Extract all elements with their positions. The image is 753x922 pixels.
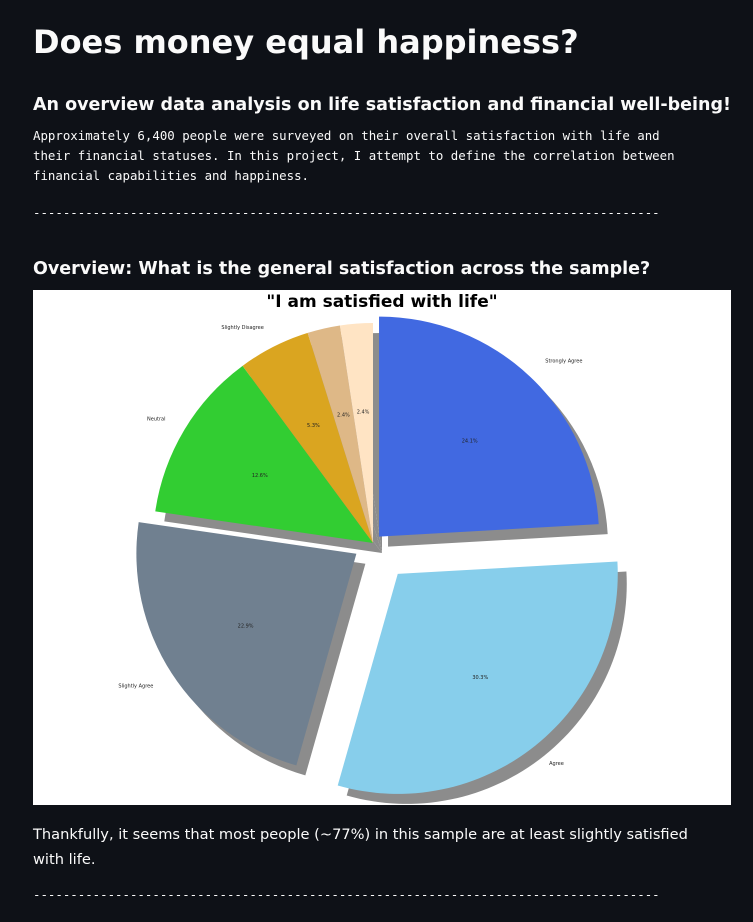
pie-slice-layer: [136, 316, 618, 794]
pie-chart: "I am satisfied with life" 24.1% Strongly…: [118, 292, 627, 804]
pie-slice-neutral: [155, 365, 373, 543]
pie-slice-slightly-disagree: [242, 332, 373, 543]
pie-label-layer: 24.1% Strongly Agree 30.3% Agree 22.9% Slight…: [118, 325, 582, 767]
pie-slice-agree: [337, 561, 618, 794]
pie-slice-unlabeled-6: [339, 323, 373, 543]
pie-slice-slightly-agree: [136, 522, 357, 766]
slice-label-neutral: Neutral: [147, 417, 165, 423]
slice-label-slightly-disagree: Slightly Disagree: [221, 325, 263, 331]
pct-label-neutral: 12.6%: [252, 473, 268, 479]
pct-label-agree: 30.3%: [472, 675, 488, 681]
page-subtitle: An overview data analysis on life satisf…: [33, 95, 731, 115]
section-heading: Overview: What is the general satisfacti…: [33, 259, 651, 279]
chart-title: "I am satisfied with life": [266, 292, 497, 312]
pct-label-unlabeled-5: 2.4%: [337, 412, 350, 418]
pct-label-strongly-agree: 24.1%: [462, 439, 478, 445]
slice-label-strongly-agree: Strongly Agree: [545, 359, 582, 365]
pct-label-slightly-agree: 22.9%: [238, 624, 254, 630]
pct-label-unlabeled-6: 2.4%: [357, 409, 370, 415]
divider: ----------------------------------------…: [33, 205, 658, 220]
pie-slice-strongly-agree: [379, 316, 599, 537]
pie-chart-image: "I am satisfied with life" 24.1% Strongly…: [33, 290, 731, 805]
pct-label-slightly-disagree: 5.3%: [307, 423, 320, 429]
page-title: Does money equal happiness?: [33, 23, 579, 61]
slice-label-agree: Agree: [549, 761, 564, 767]
intro-text: Approximately 6,400 people were surveyed…: [33, 128, 675, 183]
closing-text: Thankfully, it seems that most people (~…: [33, 826, 688, 868]
slice-label-slightly-agree: Slightly Agree: [118, 683, 153, 689]
pie-slice-unlabeled-5: [307, 325, 373, 543]
divider: ----------------------------------------…: [33, 887, 658, 902]
